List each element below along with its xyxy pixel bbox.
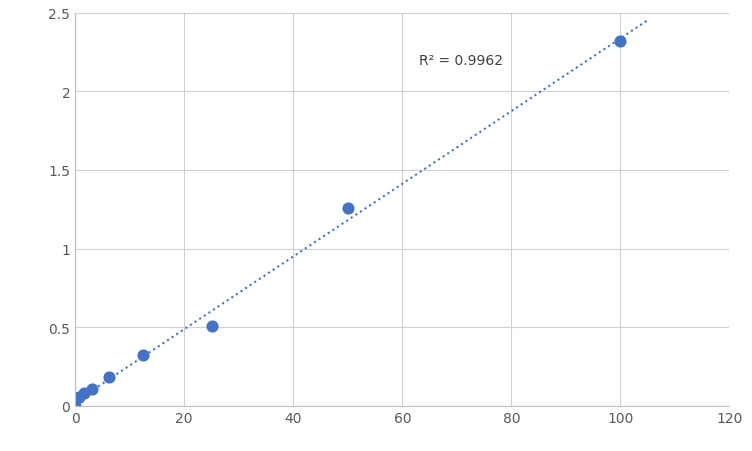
Point: [103, 373, 115, 381]
Point: [614, 38, 626, 46]
Text: R² = 0.9962: R² = 0.9962: [419, 54, 502, 68]
Point: [341, 205, 353, 212]
Point: [77, 390, 89, 397]
Point: [69, 402, 81, 410]
Point: [138, 351, 150, 359]
Point: [74, 394, 86, 401]
Point: [86, 386, 99, 393]
Point: [205, 323, 217, 330]
